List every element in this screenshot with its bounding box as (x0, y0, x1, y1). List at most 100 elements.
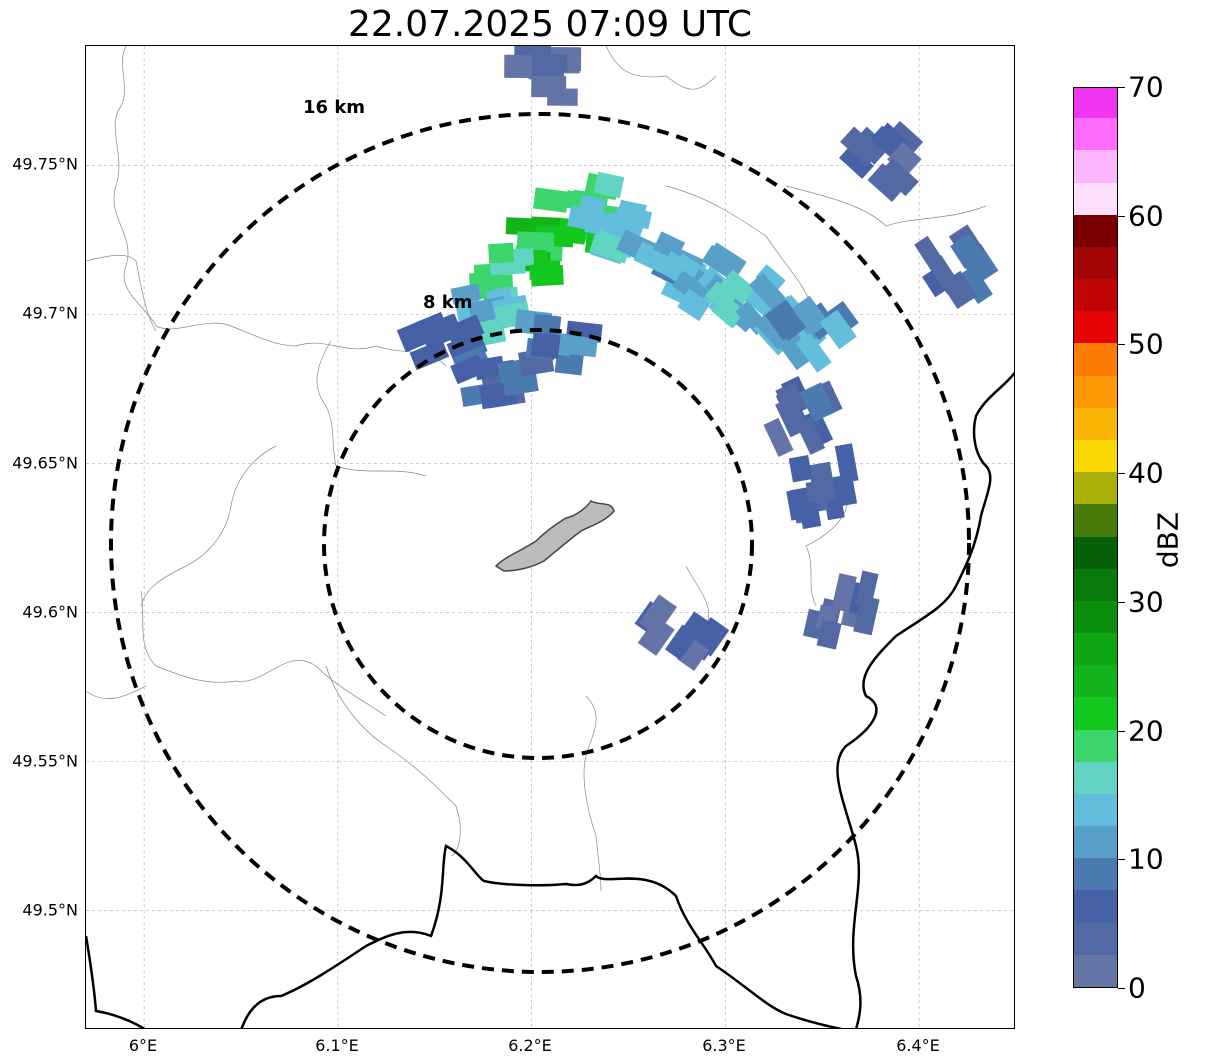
echo-pixel (840, 126, 882, 167)
colorbar-segment (1074, 793, 1117, 827)
colorbar-segment (1074, 954, 1117, 987)
colorbar-segment (1074, 889, 1117, 923)
echo-cell (634, 594, 730, 672)
colorbar-segment (1074, 342, 1117, 376)
echo-pixel (672, 270, 711, 305)
echo-pixel (834, 443, 859, 484)
echo-pixel (530, 264, 564, 287)
colorbar-tick (1118, 601, 1125, 603)
colorbar-segment (1074, 922, 1117, 955)
commune-boundary (665, 185, 812, 307)
lat-label: 49.5°N (22, 900, 78, 920)
colorbar (1073, 87, 1118, 988)
echo-pixel (705, 280, 737, 312)
colorbar-segment (1074, 278, 1117, 312)
colorbar-segment (1074, 664, 1117, 698)
lon-label: 6.4°E (896, 1036, 940, 1055)
echo-pixel (816, 619, 842, 650)
echo-pixel (504, 54, 533, 79)
echo-pixel (530, 332, 561, 360)
echo-pixel (764, 302, 802, 341)
echo-pixel (775, 381, 807, 417)
echo-cell (460, 347, 555, 410)
colorbar-segment (1074, 729, 1117, 762)
radar-echoes (396, 46, 999, 672)
echo-pixel (505, 217, 544, 236)
range-ring-label-8km: 8 km (423, 292, 473, 313)
colorbar-segment (1074, 632, 1117, 666)
echo-pixel (831, 573, 857, 613)
colorbar-segment (1074, 471, 1117, 505)
echo-pixel (593, 171, 625, 199)
commune-boundary (140, 445, 277, 607)
colorbar-tick-label: 40 (1128, 456, 1164, 490)
echo-pixel (652, 231, 686, 261)
echo-cell (396, 311, 489, 385)
national-borders (86, 371, 1014, 1028)
colorbar-tick-label: 30 (1128, 585, 1164, 619)
colorbar-segment (1074, 214, 1117, 247)
colorbar-segment (1074, 117, 1117, 151)
echo-pixel (554, 350, 584, 376)
city-footprint (494, 500, 615, 572)
echo-cell (764, 295, 859, 373)
colorbar-label: dBZ (1151, 511, 1185, 569)
echo-cell (763, 376, 843, 458)
echo-pixel (831, 473, 858, 507)
colorbar-segment (1074, 182, 1117, 215)
echo-pixel (589, 234, 631, 264)
echo-pixel (853, 595, 880, 636)
echo-pixel (637, 616, 675, 656)
range-ring-16km (109, 112, 971, 974)
echo-pixel (473, 355, 506, 381)
echo-cell (839, 120, 924, 202)
echo-cell (802, 570, 880, 650)
colorbar-tick-label: 10 (1128, 842, 1164, 876)
colorbar-segment (1074, 696, 1117, 730)
echo-pixel (677, 288, 711, 322)
colorbar-tick (1118, 87, 1125, 88)
colorbar-tick (1118, 215, 1125, 217)
lat-label: 49.55°N (12, 751, 78, 771)
radar-map[interactable] (85, 45, 1015, 1029)
colorbar-segment (1074, 149, 1117, 183)
echo-pixel (415, 311, 449, 342)
colorbar-tick-label: 70 (1128, 70, 1164, 104)
colorbar-segment (1074, 88, 1117, 119)
commune-boundary (785, 185, 987, 227)
echo-cell (914, 224, 999, 310)
lat-label: 49.65°N (12, 453, 78, 473)
echo-pixel (867, 163, 908, 202)
lat-label: 49.6°N (22, 602, 78, 622)
lon-label: 6.2°E (508, 1036, 552, 1055)
colorbar-tick (1118, 988, 1125, 989)
echo-pixel (488, 242, 515, 264)
colorbar-segment (1074, 310, 1117, 344)
colorbar-tick-label: 20 (1128, 714, 1164, 748)
colorbar-segment (1074, 503, 1117, 537)
germany-border (836, 371, 1014, 1028)
range-ring-8km (322, 328, 754, 760)
echo-pixel (819, 309, 857, 350)
commune-boundary (605, 46, 717, 90)
echo-pixel (531, 75, 567, 98)
echo-pixel (664, 624, 698, 661)
colorbar-segment (1074, 375, 1117, 408)
france-border (240, 844, 843, 1028)
map-title: 22.07.2025 07:09 UTC (347, 4, 753, 45)
range-rings (109, 112, 971, 974)
colorbar-segment (1074, 600, 1117, 634)
commune-boundary (86, 685, 147, 699)
colorbar-tick-label: 0 (1128, 971, 1146, 1005)
map-canvas (86, 46, 1014, 1028)
echo-pixel (788, 454, 813, 483)
echo-pixel (755, 264, 786, 294)
lat-label: 49.75°N (12, 154, 78, 174)
colorbar-segment (1074, 857, 1117, 891)
colorbar-segment (1074, 536, 1117, 569)
echo-pixel (532, 53, 568, 72)
colorbar-tick (1118, 730, 1125, 732)
commune-boundary (583, 695, 602, 892)
echo-pixel (501, 369, 539, 397)
colorbar-tick (1118, 859, 1125, 861)
